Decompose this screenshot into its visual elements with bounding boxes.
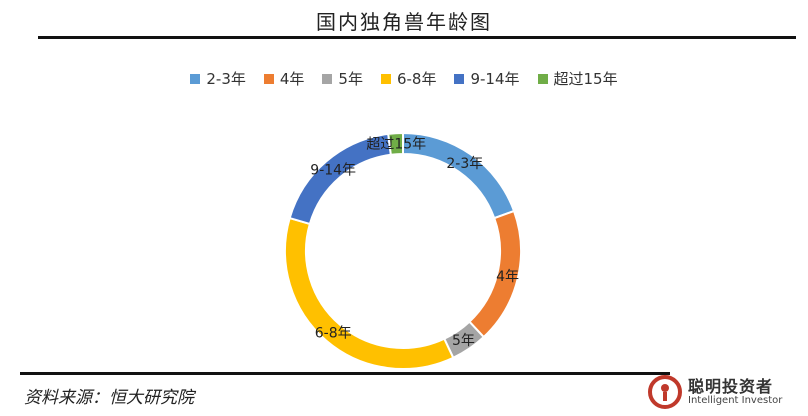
legend-label-1: 4年 [279,70,305,88]
legend-swatch-1 [263,73,274,84]
data-label-0: 2-3年 [446,156,483,172]
data-label-4: 9-14年 [310,162,356,178]
donut-slices [284,131,522,370]
watermark-logo-icon [648,375,682,409]
legend-label-2: 5年 [338,70,363,88]
slice-5 [387,131,404,156]
watermark-cn: 聪明投资者 [688,376,774,396]
chart-title: 国内独角兽年龄图 [316,10,492,34]
legend-swatch-4 [454,73,465,84]
legend-label-3: 6-8年 [396,70,437,88]
top-rule [38,36,796,39]
legend-swatch-3 [380,73,391,84]
legend: 2-3年 4年 5年 6-8年 9-14年 超过15年 [0,68,808,89]
data-label-5: 超过15年 [366,137,426,153]
watermark: 聪明投资者 Intelligent Investor [648,372,782,412]
source-note: 资料来源：恒大研究院 [24,388,194,408]
legend-item-2: 5年 [322,68,363,89]
data-label-2: 5年 [452,333,475,349]
legend-item-5: 超过15年 [537,68,618,89]
legend-swatch-5 [537,73,548,84]
legend-swatch-0 [190,73,201,84]
legend-label-5: 超过15年 [553,70,618,88]
legend-label-0: 2-3年 [206,70,246,88]
watermark-en: Intelligent Investor [688,395,783,407]
legend-item-0: 2-3年 [190,68,246,89]
legend-item-4: 9-14年 [454,68,520,89]
slice-3 [284,216,455,370]
legend-item-3: 6-8年 [380,68,437,89]
legend-swatch-2 [322,73,333,84]
legend-label-4: 9-14年 [470,70,520,88]
data-label-1: 4年 [496,269,519,285]
bottom-rule [20,372,670,375]
legend-item-1: 4年 [263,68,305,89]
data-label-3: 6-8年 [315,326,352,342]
